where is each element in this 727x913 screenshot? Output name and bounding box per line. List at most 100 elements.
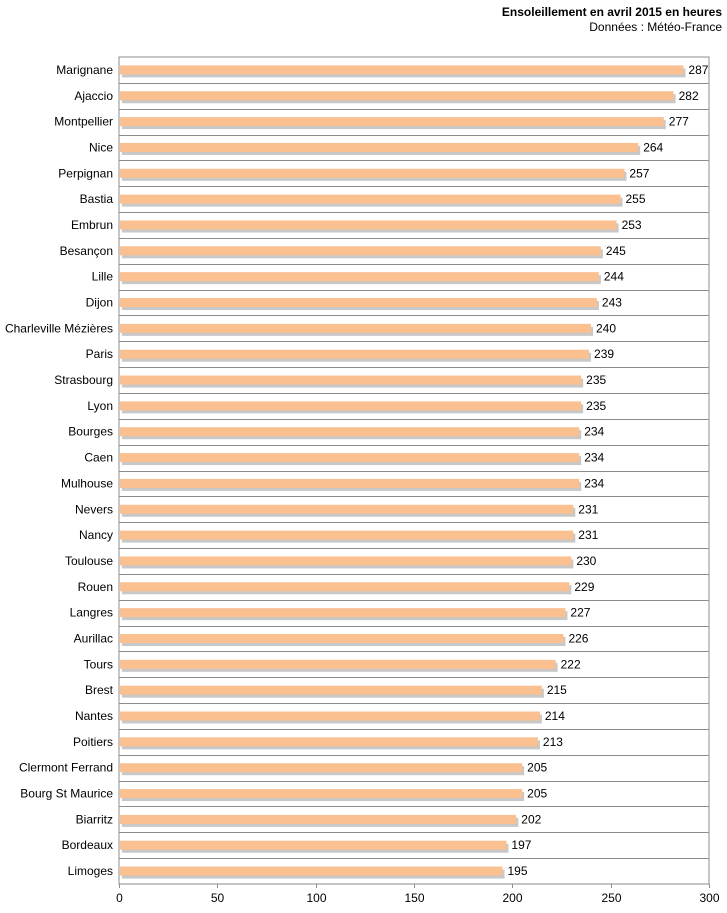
value-label: 205 bbox=[527, 761, 547, 775]
bar bbox=[120, 504, 574, 514]
value-label: 255 bbox=[626, 192, 646, 206]
category-label: Lyon bbox=[87, 399, 113, 413]
value-label: 229 bbox=[574, 580, 594, 594]
x-tick-label: 300 bbox=[699, 891, 719, 905]
value-label: 197 bbox=[511, 838, 531, 852]
chart-title: Ensoleillement en avril 2015 en heures bbox=[501, 5, 722, 19]
value-label: 253 bbox=[622, 218, 642, 232]
x-tick-label: 100 bbox=[306, 891, 326, 905]
bar bbox=[120, 298, 597, 308]
category-label: Limoges bbox=[68, 864, 113, 878]
chart-header: Ensoleillement en avril 2015 en heures D… bbox=[502, 5, 722, 35]
bar bbox=[120, 530, 574, 540]
category-label: Bourges bbox=[68, 425, 113, 439]
category-label: Biarritz bbox=[76, 812, 113, 826]
value-label: 282 bbox=[679, 89, 699, 103]
value-label: 227 bbox=[570, 606, 590, 620]
category-label: Tours bbox=[84, 657, 113, 671]
value-label: 240 bbox=[596, 321, 616, 335]
category-label: Clermont Ferrand bbox=[19, 761, 113, 775]
value-label: 243 bbox=[602, 296, 622, 310]
category-label: Nantes bbox=[75, 709, 113, 723]
category-label: Strasbourg bbox=[54, 373, 113, 387]
category-label: Aurillac bbox=[74, 631, 113, 645]
value-label: 234 bbox=[584, 476, 604, 490]
category-label: Nancy bbox=[79, 528, 113, 542]
x-tick-label: 50 bbox=[211, 891, 225, 905]
category-label: Ajaccio bbox=[74, 89, 113, 103]
bar bbox=[120, 582, 570, 592]
chart-subtitle: Données : Météo-France bbox=[589, 20, 722, 34]
value-label: 235 bbox=[586, 373, 606, 387]
value-label: 244 bbox=[604, 270, 624, 284]
category-label: Bastia bbox=[80, 192, 114, 206]
category-label: Brest bbox=[85, 683, 114, 697]
category-label: Montpellier bbox=[54, 115, 113, 129]
x-tick-label: 0 bbox=[116, 891, 123, 905]
value-label: 205 bbox=[527, 787, 547, 801]
category-label: Langres bbox=[70, 606, 113, 620]
bar bbox=[120, 840, 507, 850]
bar bbox=[120, 65, 684, 75]
x-tick-label: 200 bbox=[502, 891, 522, 905]
bar bbox=[120, 220, 617, 230]
bar bbox=[120, 763, 523, 773]
value-label: 231 bbox=[578, 502, 598, 516]
bar bbox=[120, 866, 503, 876]
bar bbox=[120, 608, 566, 618]
category-label: Charleville Mézières bbox=[5, 321, 113, 335]
bar bbox=[120, 685, 542, 695]
value-label: 264 bbox=[643, 140, 663, 154]
value-label: 222 bbox=[561, 657, 581, 671]
value-label: 214 bbox=[545, 709, 565, 723]
value-label: 257 bbox=[629, 166, 649, 180]
value-label: 239 bbox=[594, 347, 614, 361]
category-label: Dijon bbox=[86, 296, 113, 310]
category-label: Nice bbox=[89, 140, 113, 154]
category-label: Embrun bbox=[71, 218, 113, 232]
value-label: 195 bbox=[508, 864, 528, 878]
value-label: 231 bbox=[578, 528, 598, 542]
bar bbox=[120, 659, 556, 669]
bar bbox=[120, 246, 601, 256]
value-label: 202 bbox=[521, 812, 541, 826]
value-label: 234 bbox=[584, 451, 604, 465]
category-label: Mulhouse bbox=[61, 476, 113, 490]
value-label: 245 bbox=[606, 244, 626, 258]
value-label: 230 bbox=[576, 554, 596, 568]
x-tick-label: 150 bbox=[404, 891, 424, 905]
bar bbox=[120, 323, 591, 333]
bar bbox=[120, 453, 580, 463]
category-label: Bordeaux bbox=[62, 838, 113, 852]
bar bbox=[120, 633, 564, 643]
bar bbox=[120, 711, 540, 721]
category-label: Rouen bbox=[78, 580, 113, 594]
value-label: 215 bbox=[547, 683, 567, 697]
value-label: 213 bbox=[543, 735, 563, 749]
bar bbox=[120, 194, 621, 204]
value-label: 226 bbox=[568, 631, 588, 645]
bar bbox=[120, 168, 625, 178]
value-label: 235 bbox=[586, 399, 606, 413]
plot-area bbox=[118, 56, 710, 885]
x-tick-label: 250 bbox=[601, 891, 621, 905]
value-label: 234 bbox=[584, 425, 604, 439]
category-label: Besançon bbox=[60, 244, 113, 258]
bar bbox=[120, 814, 517, 824]
category-label: Toulouse bbox=[65, 554, 113, 568]
category-label: Lille bbox=[92, 270, 114, 284]
bar bbox=[120, 737, 538, 747]
bar bbox=[120, 142, 639, 152]
bar bbox=[120, 556, 572, 566]
category-label: Paris bbox=[86, 347, 113, 361]
category-label: Caen bbox=[84, 451, 113, 465]
bar bbox=[120, 272, 599, 282]
bar bbox=[120, 789, 523, 799]
bar bbox=[120, 91, 674, 101]
category-label: Marignane bbox=[56, 63, 113, 77]
bar bbox=[120, 478, 580, 488]
category-label: Nevers bbox=[75, 502, 113, 516]
value-label: 277 bbox=[669, 115, 689, 129]
bar bbox=[120, 117, 664, 127]
